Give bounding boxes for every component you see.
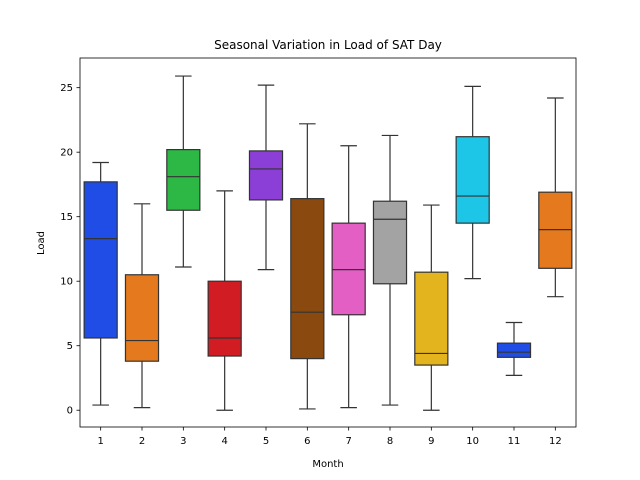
x-axis-label: Month — [312, 459, 343, 470]
iqr-box — [496, 342, 532, 358]
x-tick-label: 6 — [304, 436, 310, 447]
box-month-8 — [372, 134, 408, 406]
iqr-box — [372, 200, 408, 285]
box-month-10 — [455, 85, 490, 280]
x-tick-label: 4 — [221, 436, 227, 447]
box-month-9 — [414, 204, 449, 411]
x-tick-label: 11 — [508, 436, 521, 447]
x-ticks-layer: 1 2 3 4 5 6 7 8 9 10 11 12 — [97, 427, 562, 447]
box-month-5 — [248, 84, 284, 271]
box-month-3 — [166, 75, 201, 268]
iqr-box — [455, 136, 490, 224]
plot-frame — [79, 57, 577, 428]
y-tick-label: 5 — [67, 341, 73, 352]
x-tick-label: 7 — [345, 436, 351, 447]
y-tick-label: 25 — [60, 83, 73, 94]
chart-title: Seasonal Variation in Load of SAT Day — [214, 38, 442, 52]
x-tick-label: 1 — [97, 436, 103, 447]
box-month-2 — [124, 203, 160, 409]
x-tick-label: 12 — [549, 436, 562, 447]
iqr-box — [124, 274, 160, 362]
iqr-box — [414, 271, 449, 366]
x-tick-label: 5 — [263, 436, 269, 447]
boxes-layer — [83, 75, 573, 411]
iqr-box — [538, 191, 573, 269]
box-month-11 — [496, 321, 532, 376]
x-tick-label: 10 — [466, 436, 479, 447]
iqr-box — [290, 198, 325, 360]
x-tick-label: 8 — [387, 436, 393, 447]
box-month-7 — [331, 145, 366, 409]
box-month-4 — [207, 190, 242, 411]
y-axis-label: Load — [36, 231, 47, 255]
y-tick-label: 10 — [60, 277, 73, 288]
box-month-12 — [538, 97, 573, 298]
x-tick-label: 3 — [180, 436, 186, 447]
plot-area — [80, 58, 576, 427]
x-tick-label: 9 — [428, 436, 434, 447]
iqr-box — [166, 149, 201, 211]
y-ticks-layer: 0 5 10 15 20 25 — [60, 83, 80, 417]
x-tick-label: 2 — [139, 436, 145, 447]
iqr-box — [83, 181, 118, 339]
box-month-6 — [290, 123, 325, 410]
iqr-box — [207, 280, 242, 357]
box-month-1 — [83, 161, 118, 406]
iqr-box — [331, 222, 366, 316]
y-tick-label: 15 — [60, 212, 73, 223]
y-tick-label: 20 — [60, 148, 73, 159]
y-tick-label: 0 — [67, 406, 73, 417]
iqr-box — [248, 150, 284, 201]
